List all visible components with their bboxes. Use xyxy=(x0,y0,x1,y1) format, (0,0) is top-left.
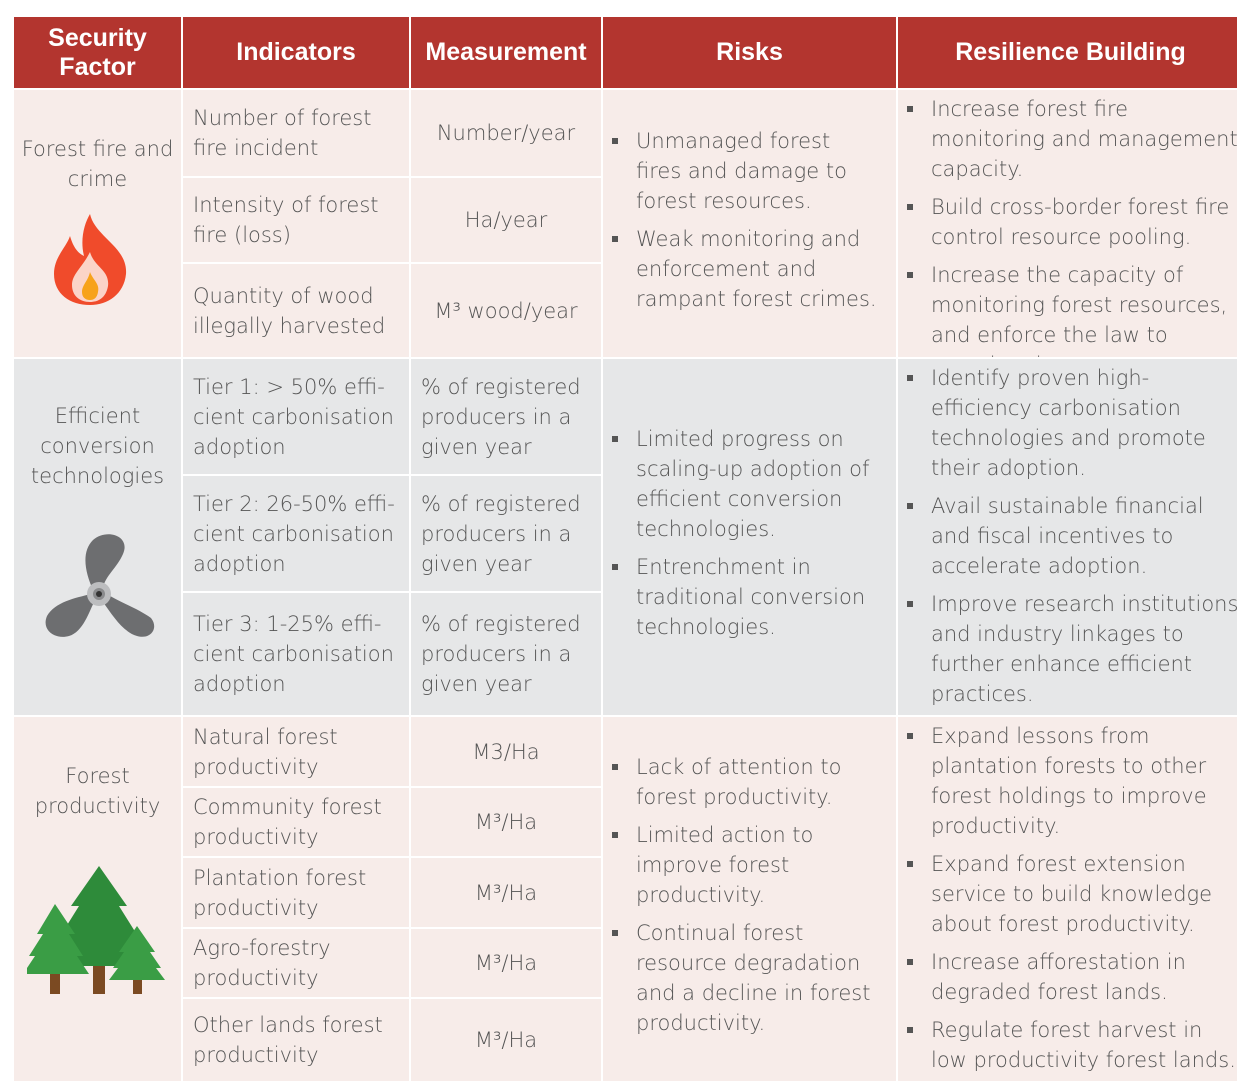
indicator-name: Tier 1: > 50% effi-cient carbonisation a… xyxy=(193,374,394,459)
resilience-cell: Identify proven high-efficiency carbonis… xyxy=(898,359,1237,715)
measurement-cell: Number/year xyxy=(411,90,601,176)
resilience-item: Expand forest extension service to build… xyxy=(907,849,1237,939)
resilience-list: Identify proven high-efficiency carbonis… xyxy=(898,363,1237,709)
risks-list: Limited progress on scaling-up adoption … xyxy=(603,424,882,650)
indicator-cell: Quantity of wood illegally harvested xyxy=(183,264,409,357)
risks-cell: Lack of attention to forest productivity… xyxy=(603,717,896,1081)
header-cell: Indicators xyxy=(183,17,409,88)
trees-icon xyxy=(27,866,165,994)
indicator-name: Quantity of wood illegally harvested xyxy=(193,283,386,338)
indicator-name: Agro-forestry productivity xyxy=(193,936,331,990)
factor-cell: Efficient conversion technologies xyxy=(14,359,181,715)
measurement-cell: M³/Ha xyxy=(411,858,601,927)
resilience-item: Regulate forest harvest in low productiv… xyxy=(907,1015,1237,1075)
fire-icon xyxy=(54,214,127,305)
header-cell: Resilience Building xyxy=(898,17,1237,88)
measurement-cell: M³/Ha xyxy=(411,999,601,1081)
measurement: % of registered producers in a given yea… xyxy=(421,491,581,576)
measurement: M³ wood/year xyxy=(434,298,578,323)
risk-item: Limited progress on scaling-up adoption … xyxy=(612,424,882,544)
risks-list: Unmanaged forest fires and damage to for… xyxy=(603,126,882,322)
resilience-item: Improve research institutions and indust… xyxy=(907,589,1237,709)
risk-item: Continual forest resource degradation an… xyxy=(612,918,882,1038)
measurement: M³/Ha xyxy=(474,880,538,905)
indicator-name: Natural forest productivity xyxy=(193,724,338,779)
resilience-list: Increase forest fire monitoring and mana… xyxy=(898,94,1237,357)
resilience-item: Identify proven high-efficiency carbonis… xyxy=(907,363,1237,483)
factor-cell: Forest fire and crime xyxy=(14,90,181,357)
indicator-name: Number of forest fire incident xyxy=(193,106,372,160)
risks-cell: Limited progress on scaling-up adoption … xyxy=(603,359,896,715)
resilience-item: Increase the capacity of monitoring fore… xyxy=(907,260,1237,357)
indicator-cell: Natural forest productivity xyxy=(183,717,409,786)
measurement: Ha/year xyxy=(464,208,548,232)
resilience-item: Build cross-border forest fire control r… xyxy=(907,192,1237,252)
measurement-cell: % of registered producers in a given yea… xyxy=(411,476,601,591)
resilience-cell: Increase forest fire monitoring and mana… xyxy=(898,90,1237,357)
factor-label: Forest fire and crime xyxy=(21,137,174,191)
measurement-cell: M³/Ha xyxy=(411,788,601,856)
indicator-name: Tier 3: 1-25% effi-cient carbonisation a… xyxy=(193,612,394,696)
risk-item: Unmanaged forest fires and damage to for… xyxy=(612,126,882,216)
measurement: M³/Ha xyxy=(474,810,538,834)
indicator-name: Community forest productivity xyxy=(193,795,382,849)
measurement: Number/year xyxy=(436,121,576,145)
measurement: % of registered producers in a given yea… xyxy=(421,374,581,459)
measurement-cell: M3/Ha xyxy=(411,717,601,786)
measurement-cell: M³ wood/year xyxy=(411,264,601,357)
resilience-cell: Expand lessons from plantation forests t… xyxy=(898,717,1237,1081)
risk-item: Limited action to improve forest product… xyxy=(612,820,882,910)
resilience-item: Increase afforestation in degraded fores… xyxy=(907,947,1237,1007)
measurement-cell: % of registered producers in a given yea… xyxy=(411,593,601,715)
resilience-item: Expand lessons from plantation forests t… xyxy=(907,721,1237,841)
measurement: M3/Ha xyxy=(472,739,540,764)
indicator-cell: Tier 1: > 50% effi-cient carbonisation a… xyxy=(183,359,409,474)
indicator-name: Plantation forest productivity xyxy=(193,865,367,920)
resilience-item: Increase forest fire monitoring and mana… xyxy=(907,94,1237,184)
risk-item: Weak monitoring and enforcement and ramp… xyxy=(612,224,882,314)
measurement-cell: M³/Ha xyxy=(411,929,601,997)
header-cell: Security Factor xyxy=(14,17,181,88)
factor-label: Forest productivity xyxy=(34,764,161,818)
indicator-cell: Community forest productivity xyxy=(183,788,409,856)
header-cell: Measurement xyxy=(411,17,601,88)
measurement: M³/Ha xyxy=(474,1028,538,1052)
indicator-name: Tier 2: 26-50% effi-cient carbonisation … xyxy=(193,491,395,576)
resilience-list: Expand lessons from plantation forests t… xyxy=(898,721,1237,1075)
measurement-cell: Ha/year xyxy=(411,178,601,262)
measurement-cell: % of registered producers in a given yea… xyxy=(411,359,601,474)
indicator-cell: Number of forest fire incident xyxy=(183,90,409,176)
indicator-cell: Other lands forest productivity xyxy=(183,999,409,1081)
risk-item: Entrenchment in traditional conversion t… xyxy=(612,552,882,642)
indicator-name: Other lands forest productivity xyxy=(193,1013,383,1067)
risk-item: Lack of attention to forest productivity… xyxy=(612,752,882,812)
fan-icon xyxy=(45,534,155,637)
indicator-name: Intensity of forest fire (loss) xyxy=(193,193,379,247)
indicator-cell: Plantation forest productivity xyxy=(183,858,409,927)
measurement: M³/Ha xyxy=(474,951,538,975)
indicator-cell: Intensity of forest fire (loss) xyxy=(183,178,409,262)
resilience-item: Avail sustainable financial and fiscal i… xyxy=(907,491,1237,581)
indicator-cell: Tier 3: 1-25% effi-cient carbonisation a… xyxy=(183,593,409,715)
indicator-cell: Tier 2: 26-50% effi-cient carbonisation … xyxy=(183,476,409,591)
risks-list: Lack of attention to forest productivity… xyxy=(603,752,882,1046)
factor-label: Efficient conversion technologies xyxy=(30,404,165,488)
indicator-cell: Agro-forestry productivity xyxy=(183,929,409,997)
risks-cell: Unmanaged forest fires and damage to for… xyxy=(603,90,896,357)
header-cell: Risks xyxy=(603,17,896,88)
measurement: % of registered producers in a given yea… xyxy=(421,612,581,696)
